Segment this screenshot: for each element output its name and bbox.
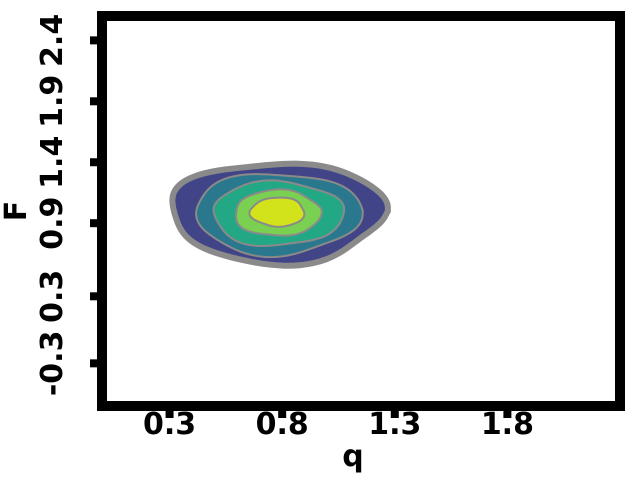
y-tick-label: 1.9 bbox=[35, 75, 70, 128]
x-tick-label: 0.8 bbox=[256, 407, 309, 442]
y-tick-label: 0.9 bbox=[35, 197, 70, 250]
y-tick-label: 0.3 bbox=[35, 270, 70, 323]
y-tick-label: -0.3 bbox=[35, 331, 70, 397]
y-tick-label: 1.4 bbox=[35, 136, 70, 189]
contour-level-5 bbox=[248, 196, 306, 228]
y-axis-label: F bbox=[0, 201, 34, 222]
x-tick-label: 0.3 bbox=[143, 407, 196, 442]
plot-frame bbox=[97, 11, 625, 411]
x-tick-label: 1.8 bbox=[481, 407, 534, 442]
x-tick-label: 1.3 bbox=[368, 407, 421, 442]
contour-layer bbox=[169, 160, 391, 269]
x-axis-label: q bbox=[342, 439, 363, 474]
x-axis: 0.3 0.8 1.3 1.8 bbox=[143, 406, 534, 442]
y-axis: -0.3 0.3 0.9 1.4 1.9 2.4 bbox=[35, 14, 102, 396]
y-tick-label: 2.4 bbox=[35, 14, 70, 67]
